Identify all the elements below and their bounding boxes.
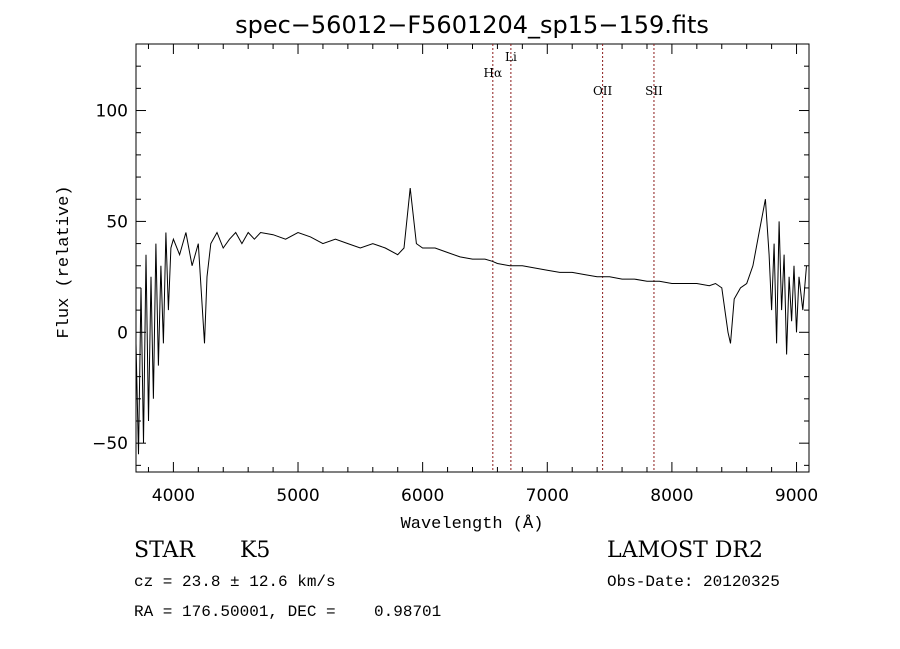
x-tick-label: 7000 (526, 486, 569, 506)
spectrum-series-line (135, 188, 807, 455)
x-axis-label: Wavelength (Å) (401, 515, 544, 534)
axis-ticks: 4000 5000 6000 7000 8000 9000 −50 0 50 100 (92, 43, 818, 506)
line-marker-label: Li (505, 50, 517, 64)
plot-frame (135, 43, 810, 473)
spectrum-chart: spec−56012−F5601204_sp15−159.fits 4000 50… (55, 11, 818, 534)
x-tick-label: 4000 (152, 486, 195, 506)
x-tick-label: 6000 (401, 486, 444, 506)
line-marker-label: SII (645, 84, 663, 98)
redshift-cz: cz = 23.8 ± 12.6 km/s (134, 573, 336, 591)
x-tick-label: 9000 (775, 486, 818, 506)
y-tick-label: 50 (106, 212, 128, 232)
y-tick-label: 100 (96, 102, 128, 122)
object-class: STAR (134, 538, 195, 563)
x-tick-label: 8000 (650, 486, 693, 506)
line-marker-label: OII (593, 84, 613, 98)
chart-title: spec−56012−F5601204_sp15−159.fits (235, 11, 709, 39)
y-tick-label: 0 (117, 323, 128, 343)
object-subclass: K5 (240, 538, 271, 563)
y-axis-label: Flux (relative) (55, 185, 74, 338)
x-tick-label: 5000 (276, 486, 319, 506)
survey-name: LAMOST DR2 (607, 538, 763, 563)
y-tick-label: −50 (92, 434, 128, 454)
line-marker-label: Hα (484, 66, 503, 80)
coordinates: RA = 176.50001, DEC = 0.98701 (134, 603, 442, 621)
observation-date: Obs-Date: 20120325 (607, 573, 780, 591)
